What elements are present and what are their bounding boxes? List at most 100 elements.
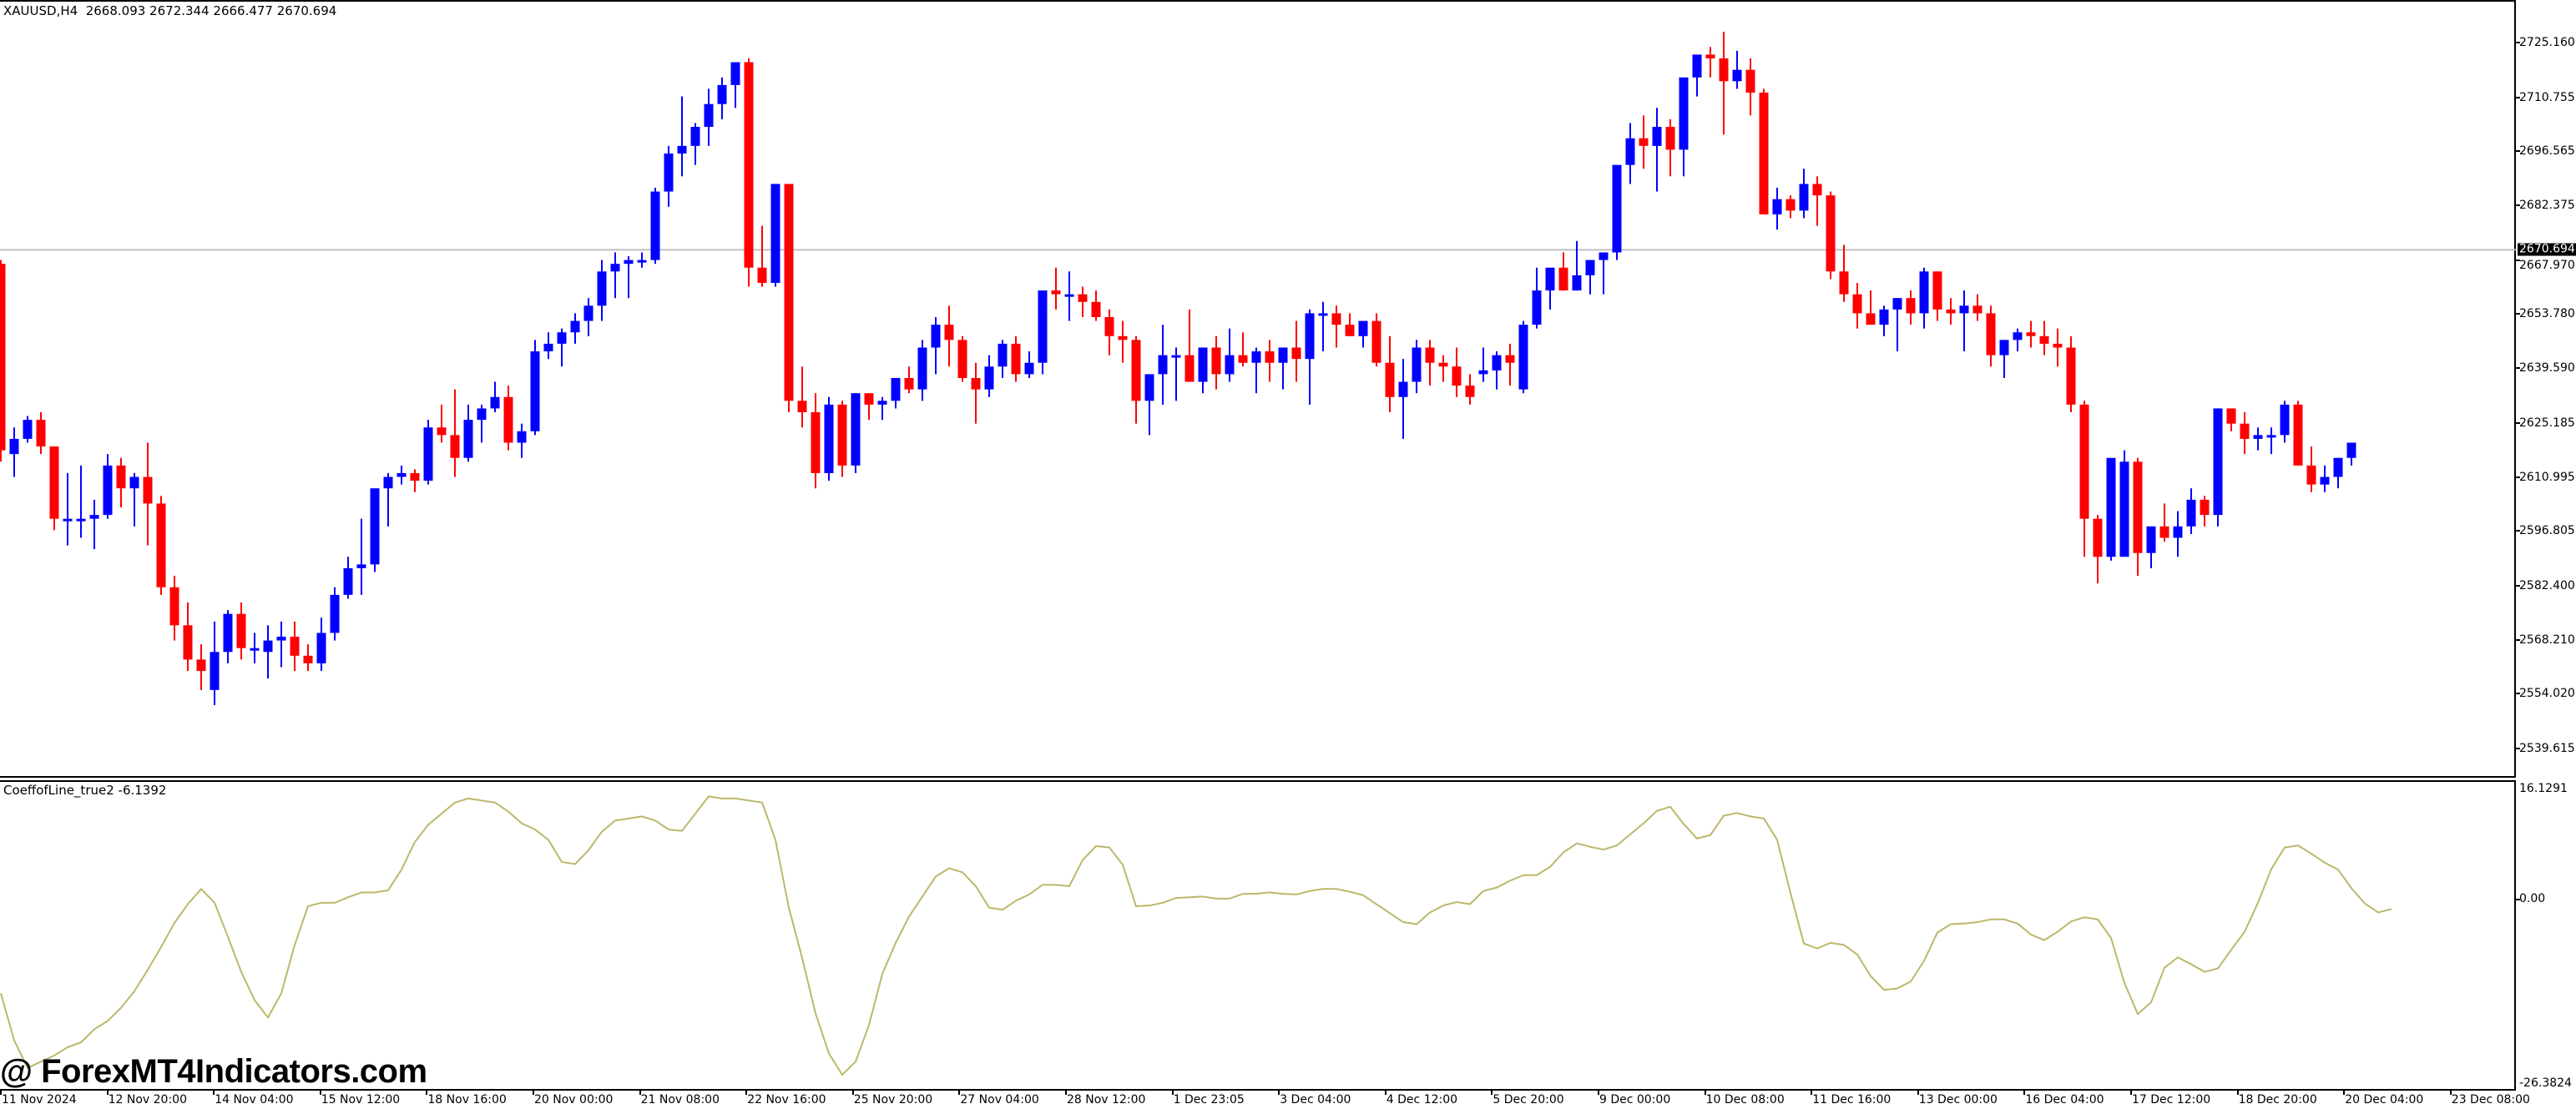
time-tick <box>1171 1091 1174 1095</box>
price-label: 2710.755 <box>2519 90 2575 104</box>
candle <box>183 602 193 672</box>
price-label: 2554.020 <box>2519 687 2575 701</box>
candle <box>1906 290 1916 325</box>
candle <box>1425 340 1435 386</box>
candle <box>330 587 340 641</box>
current-price-label: 2670.694 <box>2518 242 2576 256</box>
time-label: 13 Dec 00:00 <box>1918 1093 1998 1106</box>
candle <box>1078 286 1088 318</box>
candle <box>1705 47 1715 78</box>
candle <box>1465 374 1475 405</box>
time-label: 14 Nov 04:00 <box>215 1093 294 1106</box>
candle <box>931 317 941 375</box>
indicator-axis-zero: 0.00 <box>2519 892 2546 905</box>
candle <box>717 77 727 119</box>
price-tick <box>2516 693 2520 695</box>
candle <box>223 610 233 663</box>
candle <box>0 260 6 462</box>
time-tick <box>639 1091 641 1095</box>
candle <box>1452 347 1462 397</box>
time-tick <box>1704 1091 1706 1095</box>
candle <box>2053 328 2063 367</box>
candle <box>824 396 834 481</box>
candle <box>1799 169 1809 219</box>
candlestick-chart[interactable] <box>0 0 2516 776</box>
indicator-line-chart[interactable] <box>0 780 2516 1091</box>
candle <box>156 496 166 595</box>
time-tick <box>851 1091 854 1095</box>
time-tick <box>106 1091 109 1095</box>
time-label: 16 Dec 04:00 <box>2025 1093 2104 1106</box>
candle <box>1719 32 1729 135</box>
candle <box>650 187 660 265</box>
time-label: 5 Dec 20:00 <box>1493 1093 1564 1106</box>
candle <box>1184 309 1195 382</box>
window-separator[interactable] <box>0 776 2516 780</box>
time-tick <box>745 1091 748 1095</box>
candle <box>677 96 687 177</box>
candle <box>2186 488 2196 534</box>
price-label: 2625.185 <box>2519 416 2575 430</box>
price-tick <box>2516 42 2520 43</box>
candle <box>116 457 126 507</box>
time-label: 10 Dec 08:00 <box>1705 1093 1785 1106</box>
candle <box>1211 335 1221 390</box>
time-tick <box>213 1091 215 1095</box>
candle <box>1104 309 1114 355</box>
candle <box>89 499 99 550</box>
candle <box>2133 457 2143 577</box>
candle <box>784 184 794 413</box>
candle <box>837 401 847 477</box>
candle <box>2173 511 2183 557</box>
candle <box>49 446 59 531</box>
ohlc-values: 2668.093 2672.344 2666.477 2670.694 <box>85 3 337 18</box>
indicator-axis-top: 16.1291 <box>2519 782 2568 795</box>
time-tick <box>2236 1091 2239 1095</box>
time-tick <box>2343 1091 2346 1095</box>
candle <box>1532 267 1542 329</box>
candle <box>23 416 33 443</box>
candle <box>1545 267 1555 310</box>
candle <box>1946 298 1956 325</box>
time-label: 23 Dec 08:00 <box>2451 1093 2530 1106</box>
candle <box>984 355 994 397</box>
price-chart-panel[interactable] <box>0 0 2516 776</box>
price-label: 2568.210 <box>2519 633 2575 647</box>
candle <box>36 412 46 455</box>
candle <box>1972 294 1983 321</box>
candle <box>2213 408 2223 527</box>
candle <box>2119 450 2129 557</box>
candle <box>864 393 874 421</box>
candle <box>2253 427 2263 451</box>
price-axis[interactable]: 16.1291 0.00 -26.3824 2725.160 2710.755 26… <box>2516 0 2576 1091</box>
candle <box>2293 401 2303 466</box>
candle <box>1585 260 1595 295</box>
candle <box>9 427 19 477</box>
time-tick <box>1917 1091 1919 1095</box>
time-tick <box>1384 1091 1386 1095</box>
price-tick <box>2516 313 2520 315</box>
candle <box>1959 290 1969 352</box>
candle <box>1371 313 1381 367</box>
indicator-panel[interactable] <box>0 780 2516 1091</box>
time-axis[interactable]: 11 Nov 2024 12 Nov 20:00 14 Nov 04:00 15 No… <box>0 1091 2530 1109</box>
price-label: 2610.995 <box>2519 470 2575 484</box>
time-label: 9 Dec 00:00 <box>1599 1093 1671 1106</box>
candle <box>290 621 300 672</box>
candle <box>2039 320 2049 355</box>
time-label: 4 Dec 12:00 <box>1386 1093 1458 1106</box>
candle <box>210 621 220 706</box>
candle <box>971 362 981 424</box>
candle <box>1385 335 1395 413</box>
candle <box>276 621 286 668</box>
candle <box>2079 401 2089 557</box>
candle <box>303 644 313 672</box>
candle <box>583 298 593 336</box>
candle <box>196 644 206 690</box>
price-tick <box>2516 584 2520 587</box>
candle <box>1398 359 1408 439</box>
candle <box>744 58 754 287</box>
candle <box>1612 164 1622 260</box>
candle <box>2146 526 2156 568</box>
time-label: 3 Dec 04:00 <box>1280 1093 1351 1106</box>
